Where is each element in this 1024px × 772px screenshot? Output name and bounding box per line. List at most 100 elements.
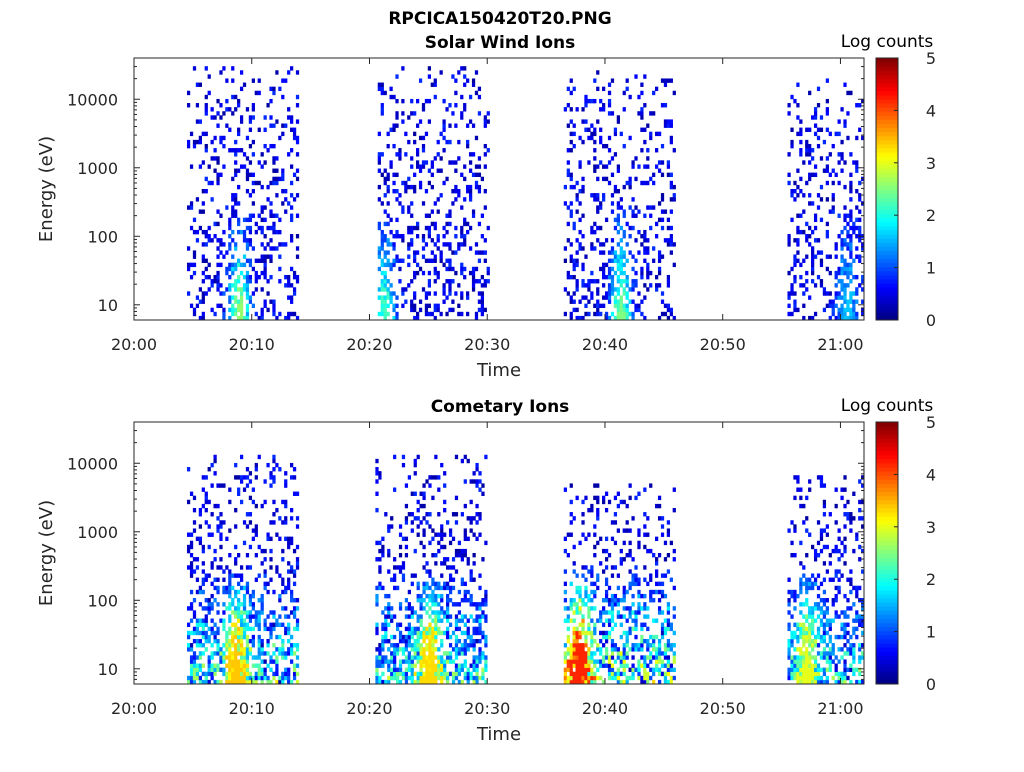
spectrogram-cell xyxy=(245,217,250,223)
spectrogram-cell xyxy=(228,242,232,247)
spectrogram-cell xyxy=(431,610,435,615)
spectrogram-cell xyxy=(204,638,208,644)
spectrogram-cell xyxy=(393,565,397,570)
spectrogram-cell xyxy=(643,139,647,145)
spectrogram-cell xyxy=(393,577,397,582)
spectrogram-cell xyxy=(787,622,791,627)
spectrogram-cell xyxy=(649,483,653,488)
spectrogram-cell xyxy=(460,512,464,517)
spectrogram-cell xyxy=(599,663,603,668)
spectrogram-cell xyxy=(439,250,443,255)
spectrogram-cell xyxy=(475,663,479,668)
spectrogram-cell xyxy=(808,655,812,660)
spectrogram-cell xyxy=(395,303,399,309)
spectrogram-cell xyxy=(386,238,390,243)
spectrogram-cell xyxy=(646,663,650,668)
spectrogram-cell xyxy=(581,667,585,673)
spectrogram-cell xyxy=(799,119,803,124)
spectrogram-cell xyxy=(242,679,247,685)
spectrogram-cell xyxy=(263,127,267,132)
spectrogram-cell xyxy=(625,303,629,309)
spectrogram-cell xyxy=(599,225,603,231)
spectrogram-cell xyxy=(416,630,420,636)
spectrogram-cell xyxy=(398,569,403,574)
spectrogram-cell xyxy=(290,540,294,546)
spectrogram-cell xyxy=(440,593,444,599)
spectrogram-cell xyxy=(808,651,812,656)
spectrogram-cell xyxy=(239,115,244,120)
spectrogram-cell xyxy=(808,634,812,640)
spectrogram-cell xyxy=(433,270,437,276)
spectrogram-cell xyxy=(472,638,476,644)
spectrogram-cell xyxy=(602,176,606,182)
spectrogram-cell xyxy=(201,475,205,480)
spectrogram-cell xyxy=(239,643,244,648)
spectrogram-cell xyxy=(578,217,582,223)
spectrogram-cell xyxy=(195,238,200,243)
spectrogram-cell xyxy=(437,475,441,480)
spectrogram-cell xyxy=(454,548,459,554)
spectrogram-cell xyxy=(587,675,591,681)
spectrogram-cell xyxy=(604,491,609,496)
spectrogram-cell xyxy=(228,148,232,153)
spectrogram-cell xyxy=(484,614,488,619)
spectrogram-cell xyxy=(569,671,573,677)
spectrogram-cell xyxy=(460,553,464,558)
spectrogram-cell xyxy=(593,638,597,644)
spectrogram-cell xyxy=(454,168,458,173)
spectrogram-cell xyxy=(290,283,294,288)
spectrogram-cell xyxy=(195,139,200,145)
spectrogram-cell xyxy=(613,540,618,546)
spectrogram-cell xyxy=(799,189,803,194)
spectrogram-cell xyxy=(384,659,388,664)
spectrogram-cell xyxy=(204,573,208,578)
spectrogram-cell xyxy=(819,156,824,161)
spectrogram-cell xyxy=(622,679,626,685)
spectrogram-cell xyxy=(628,675,632,681)
spectrogram-cell xyxy=(234,266,238,272)
spectrogram-cell xyxy=(451,201,455,206)
spectrogram-cell xyxy=(666,638,671,644)
spectrogram-cell xyxy=(281,172,285,178)
spectrogram-cell xyxy=(802,655,806,660)
spectrogram-cell xyxy=(813,663,818,668)
spectrogram-cell xyxy=(454,647,459,652)
spectrogram-cell xyxy=(231,610,235,615)
spectrogram-cell xyxy=(377,197,381,202)
colorbar-segment xyxy=(876,679,898,685)
spectrogram-cell xyxy=(581,647,585,652)
spectrogram-cell xyxy=(578,643,582,648)
spectrogram-cell xyxy=(431,581,435,587)
colorbar-segment xyxy=(876,201,898,206)
spectrogram-cell xyxy=(616,201,620,206)
spectrogram-cell xyxy=(843,315,847,321)
spectrogram-cell xyxy=(578,610,582,615)
spectrogram-cell xyxy=(454,234,458,239)
spectrogram-cell xyxy=(242,274,247,280)
spectrogram-cell xyxy=(660,254,665,259)
spectrogram-cell xyxy=(239,675,244,681)
spectrogram-cell xyxy=(855,168,859,173)
spectrogram-cell xyxy=(657,671,662,677)
spectrogram-cell xyxy=(266,626,270,632)
colorbar-segment xyxy=(876,663,898,669)
spectrogram-cell xyxy=(828,512,832,517)
spectrogram-cell xyxy=(604,634,609,640)
spectrogram-cell xyxy=(852,307,856,313)
spectrogram-cell xyxy=(799,667,803,673)
spectrogram-cell xyxy=(213,135,217,141)
spectrogram-cell xyxy=(793,630,797,636)
spectrogram-cell xyxy=(239,577,244,582)
spectrogram-cell xyxy=(799,626,803,632)
spectrogram-cell xyxy=(587,651,591,656)
spectrogram-cell xyxy=(413,303,417,309)
spectrogram-cell xyxy=(287,667,291,673)
spectrogram-cell xyxy=(463,217,467,223)
spectrogram-cell xyxy=(471,287,476,292)
spectrogram-cell xyxy=(401,258,405,263)
spectrogram-cell xyxy=(239,164,244,169)
spectrogram-cell xyxy=(404,520,409,525)
spectrogram-cell xyxy=(383,307,387,313)
spectrogram-cell xyxy=(861,622,865,627)
spectrogram-cell xyxy=(189,561,194,566)
